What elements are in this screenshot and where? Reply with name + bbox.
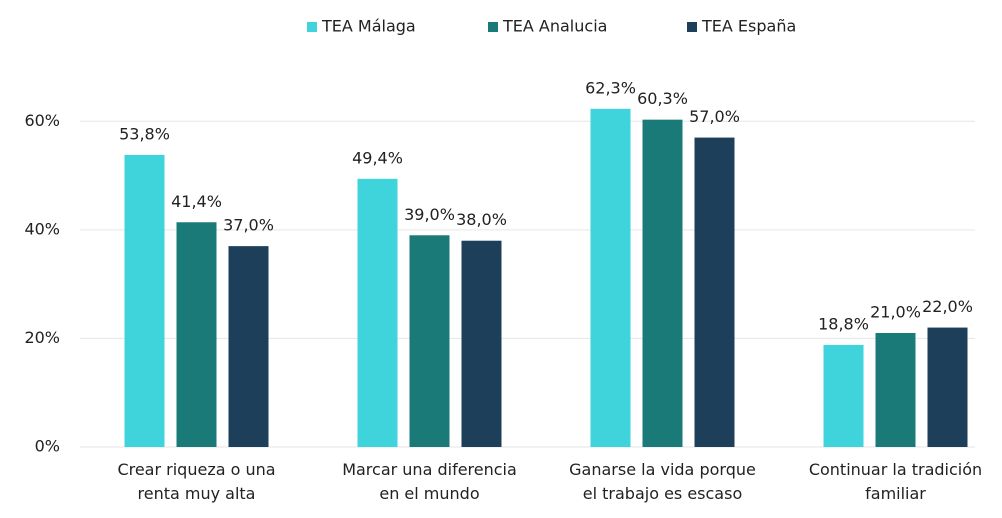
x-tick-label: Continuar la tradición familiar: [808, 460, 983, 503]
legend-label: TEA Málaga: [321, 17, 416, 36]
x-tick-label: Marcar una diferencia en el mundo: [342, 460, 517, 503]
bar: [642, 119, 683, 448]
legend-swatch: [488, 22, 498, 32]
bar: [927, 327, 968, 447]
y-tick-label: 60%: [24, 111, 60, 130]
value-label: 60,3%: [637, 89, 688, 108]
bar: [357, 178, 398, 448]
value-label: 38,0%: [456, 210, 507, 229]
bar: [590, 108, 631, 448]
bar: [228, 246, 269, 447]
bar: [875, 333, 916, 447]
value-label: 49,4%: [352, 148, 403, 167]
value-label: 22,0%: [922, 297, 973, 316]
bar: [823, 344, 864, 447]
y-tick-label: 20%: [24, 328, 60, 347]
x-tick-label: Ganarse la vida porque el trabajo es esc…: [569, 460, 756, 503]
bar: [461, 240, 502, 447]
value-label: 53,8%: [119, 124, 170, 143]
x-tick-label: Crear riqueza o una renta muy alta: [117, 460, 276, 503]
y-tick-label: 40%: [24, 219, 60, 238]
value-label: 57,0%: [689, 107, 740, 126]
value-label: 18,8%: [818, 314, 869, 333]
legend-swatch: [687, 22, 697, 32]
bar: [124, 154, 165, 447]
value-label: 39,0%: [404, 205, 455, 224]
legend-swatch: [307, 22, 317, 32]
y-tick-label: 0%: [35, 437, 60, 456]
value-label: 21,0%: [870, 303, 921, 322]
bar: [694, 137, 735, 448]
bar: [176, 222, 217, 447]
bar: [409, 235, 450, 447]
value-label: 41,4%: [171, 192, 222, 211]
legend-label: TEA España: [701, 17, 796, 36]
value-label: 62,3%: [585, 78, 636, 97]
legend-label: TEA Analucia: [502, 17, 607, 36]
value-label: 37,0%: [223, 216, 274, 235]
